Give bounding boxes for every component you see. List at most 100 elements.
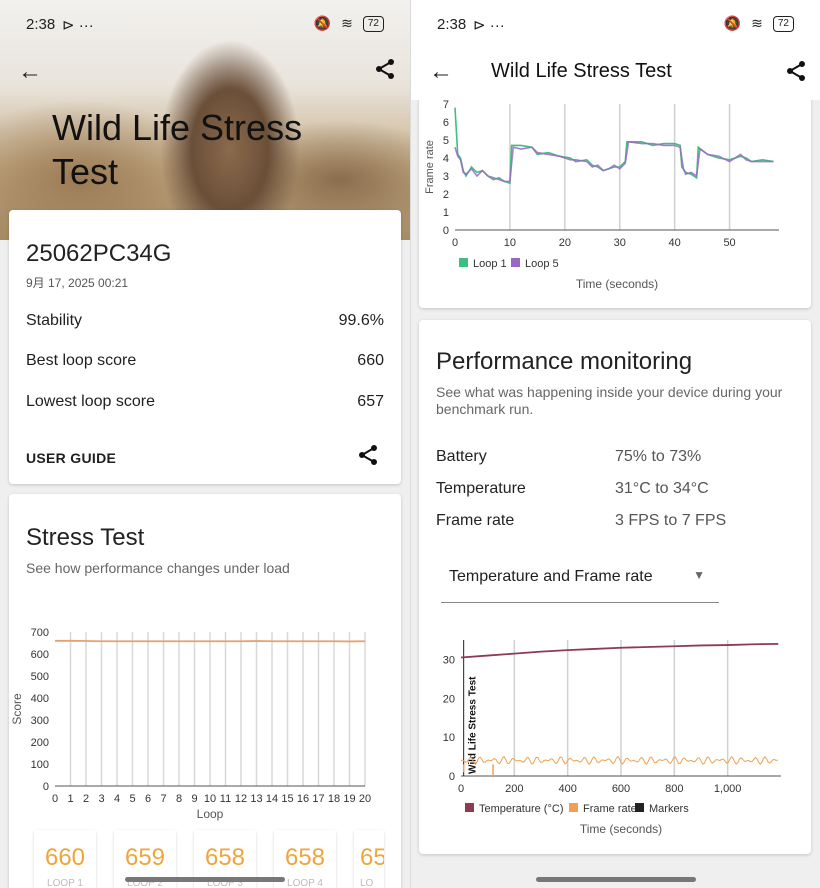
temperature-label: Temperature [436,480,526,497]
home-indicator[interactable] [125,877,285,882]
home-indicator[interactable] [536,877,696,882]
loop-score-tile[interactable]: 65 LO [354,830,384,888]
dropdown-arrow-icon: ▼ [693,568,705,582]
y-axis-label: Score [10,693,24,725]
y-tick-label: 700 [31,627,49,639]
stability-row: Stability 99.6% [26,312,384,330]
legend-label: Loop 5 [525,258,559,270]
y-tick-label: 600 [31,649,49,661]
legend-label: Frame rate [583,803,637,815]
y-tick-label: 200 [31,737,49,749]
loop-score-tile[interactable]: 660 LOOP 1 [34,830,96,888]
legend-swatch [635,803,644,812]
x-tick-label: 9 [191,793,197,805]
metric-select[interactable]: Temperature and Frame rate ▼ [441,566,719,603]
x-axis-label: Time (seconds) [576,277,658,291]
perf-subtitle: See what was happening inside your devic… [436,384,783,417]
legend-swatch [569,803,578,812]
y-tick-label: 5 [443,135,449,147]
status-icons: 🔕 ≋ 72 [314,15,384,32]
frame-rate-chart: 0 10 20 30 40 50 0 1 2 3 4 5 6 7 Frame rate Loop 1 Loop … [424,99,779,291]
series-line-loop-1 [454,107,774,185]
y-tick-label: 0 [443,225,449,237]
row-value: 660 [357,352,384,369]
loop-score: 65 [360,844,384,871]
x-tick-label: 1,000 [714,783,742,795]
x-tick-label: 800 [665,783,683,795]
share-result-icon[interactable] [357,444,379,471]
row-label: Lowest loop score [26,393,155,410]
x-tick-label: 0 [458,783,464,795]
y-tick-label: 100 [31,759,49,771]
y-tick-label: 20 [443,693,455,705]
app-title: Wild Life Stress Test [491,60,672,82]
stress-subtitle: See how performance changes under load [26,560,290,576]
wifi-icon: ≋ [751,15,763,31]
x-axis-label: Time (seconds) [580,822,662,836]
x-tick-label: 20 [359,793,371,805]
user-guide-link[interactable]: USER GUIDE [26,450,117,466]
marker-label: Wild Life Stress Test [468,676,479,774]
metric-select-value: Temperature and Frame rate [449,568,653,585]
share-icon[interactable] [374,58,396,85]
x-tick-label: 400 [558,783,576,795]
x-tick-label: 30 [614,237,626,249]
y-tick-label: 3 [443,171,449,183]
x-tick-label: 13 [250,793,262,805]
x-tick-label: 0 [52,793,58,805]
x-tick-label: 2 [83,793,89,805]
loop-label: LO [360,878,374,888]
x-tick-label: 17 [312,793,324,805]
status-extra-icons: ⊳ ··· [473,17,505,34]
y-tick-label: 10 [443,732,455,744]
perf-title: Performance monitoring [436,348,693,375]
row-label: Best loop score [26,352,137,369]
stress-test-card: Stress Test See how performance changes … [9,494,401,888]
device-name: 25062PC34G [26,240,172,267]
frame-rate-value: 3 FPS to 7 FPS [615,512,727,529]
mute-icon: 🔕 [723,15,742,31]
x-tick-label: 19 [343,793,355,805]
y-axis-label: Frame rate [424,140,436,194]
back-arrow-icon[interactable]: ← [18,58,42,85]
back-arrow-icon[interactable]: ← [429,58,453,85]
x-tick-label: 16 [297,793,309,805]
temperature-value: 31°C to 34°C [615,480,709,497]
x-tick-label: 10 [204,793,216,805]
result-date: 9月 17, 2025 00:21 [26,276,129,290]
x-tick-label: 0 [452,237,458,249]
temperature-framerate-chart: 0 200 400 600 800 1,000 0 10 20 30 Wild Life Stres… [443,640,781,836]
frame-rate-label: Frame rate [436,512,515,529]
frame-rate-series-line [460,755,778,766]
loop-score: 659 [124,844,166,871]
x-tick-label: 1 [67,793,73,805]
y-tick-label: 4 [443,153,449,165]
stress-title: Stress Test [26,524,145,551]
y-tick-label: 0 [43,781,49,793]
result-card: 25062PC34G 9月 17, 2025 00:21 Stability 9… [9,210,401,484]
performance-card: Performance monitoring See what was happ… [419,320,811,854]
y-tick-label: 30 [443,654,455,666]
x-tick-label: 3 [98,793,104,805]
x-tick-label: 10 [504,237,516,249]
temperature-series-line [460,642,779,659]
x-tick-label: 50 [723,237,735,249]
y-tick-label: 7 [443,99,449,111]
lowest-loop-row: Lowest loop score 657 [26,393,384,411]
x-tick-label: 12 [235,793,247,805]
hero-banner [0,0,410,240]
x-tick-label: 14 [266,793,278,805]
loop-label: LOOP 4 [287,878,323,888]
score-series-line [55,639,366,643]
x-tick-label: 15 [281,793,293,805]
loop-label: LOOP 1 [47,878,83,888]
y-tick-label: 400 [31,693,49,705]
hero-title: Wild Life Stress Test [52,107,303,192]
loop-score-chart: 0 1 2 3 4 5 6 7 8 9 10 11 12 13 14 15 16 17 18 19 2001002003… [10,627,371,821]
share-icon[interactable] [785,60,807,87]
legend-label: Loop 1 [473,258,507,270]
x-axis-label: Loop [197,807,224,821]
x-tick-label: 4 [114,793,120,805]
x-tick-label: 200 [505,783,523,795]
y-tick-label: 500 [31,671,49,683]
